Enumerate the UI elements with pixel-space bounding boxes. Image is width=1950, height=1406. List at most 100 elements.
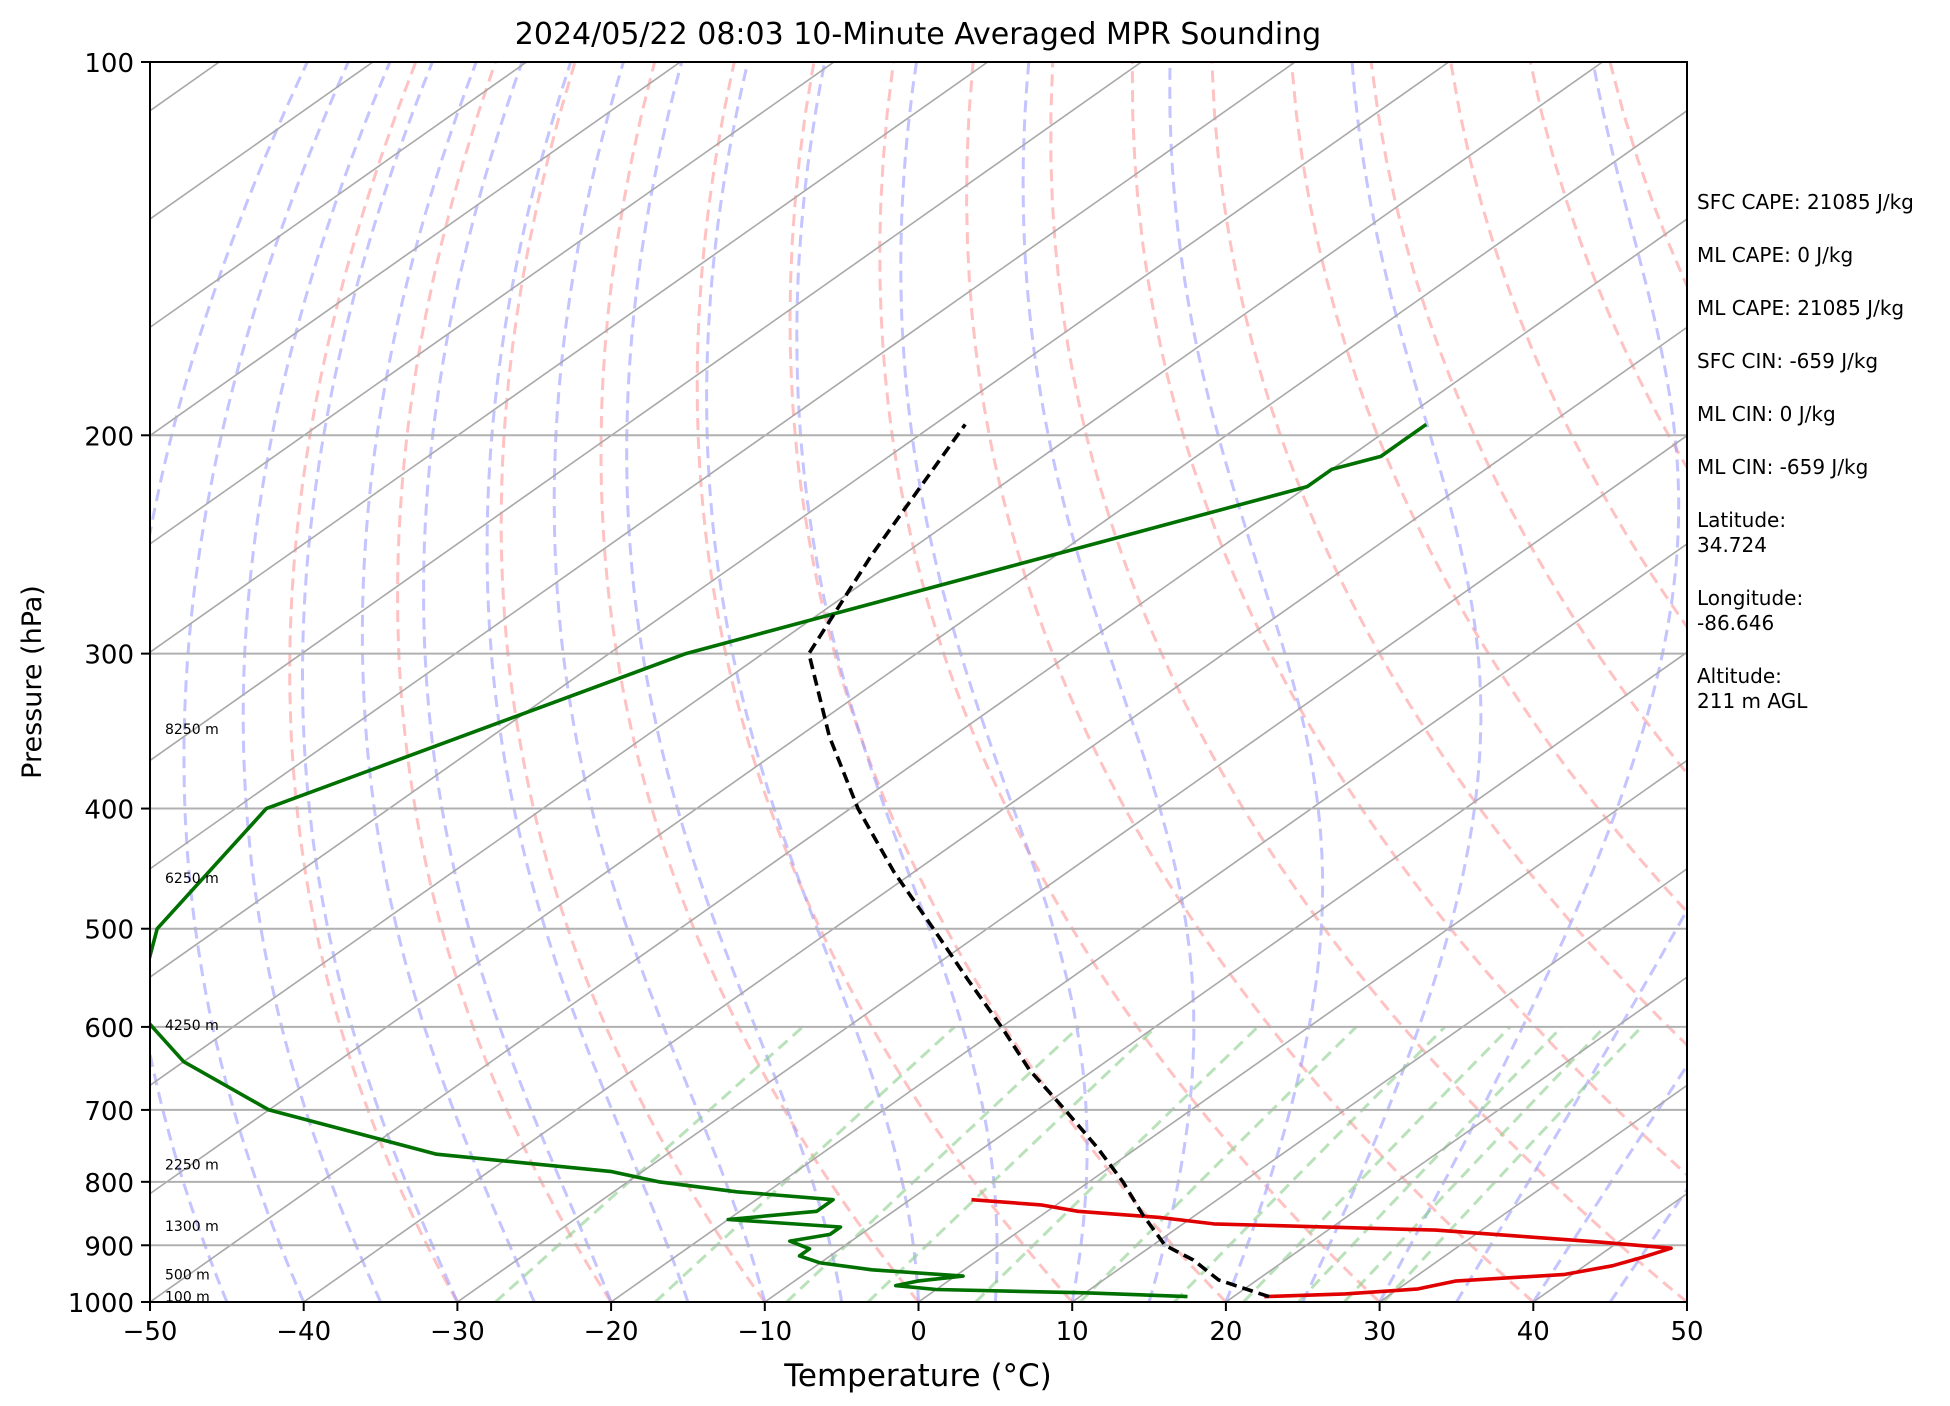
dry-adiabat-line bbox=[788, 62, 1227, 1302]
x-axis-ticks: −50 −40 −30 −20 −10 0 10 20 30 40 50 bbox=[123, 1302, 1704, 1347]
moist-adiabat-line bbox=[1301, 62, 1483, 1302]
ml-cape-text-2: ML CAPE: 21085 J/kg bbox=[1697, 296, 1905, 320]
background-reference-lines bbox=[150, 62, 1687, 1302]
isotherm-line bbox=[303, 326, 1687, 1302]
isotherm-line bbox=[1071, 867, 1687, 1302]
x-tick-label: −30 bbox=[430, 1317, 485, 1347]
x-tick-label: 50 bbox=[1670, 1317, 1703, 1347]
mixing-ratio-line bbox=[1173, 1025, 1446, 1302]
isotherm-line bbox=[150, 62, 1142, 762]
y-tick-label: 900 bbox=[84, 1232, 134, 1262]
moist-adiabat-line bbox=[182, 62, 350, 1302]
moist-adiabat-line bbox=[552, 62, 767, 1302]
moist-adiabat-line bbox=[625, 62, 844, 1302]
y-tick-label: 300 bbox=[84, 641, 134, 671]
sfc-cin-text: SFC CIN: -659 J/kg bbox=[1697, 349, 1879, 373]
dry-adiabat-line bbox=[396, 62, 613, 1302]
height-label: 6250 m bbox=[165, 871, 219, 887]
isotherm-line bbox=[764, 651, 1687, 1302]
moist-adiabat-line bbox=[705, 62, 920, 1302]
mixing-ratio-line bbox=[1343, 1025, 1606, 1302]
height-label: 8250 m bbox=[165, 722, 219, 738]
x-tick-label: 20 bbox=[1209, 1317, 1242, 1347]
isotherm-line bbox=[150, 62, 681, 437]
moist-adiabat-line bbox=[485, 62, 690, 1302]
parcel-profile-trace bbox=[807, 423, 1270, 1299]
isotherm-line bbox=[150, 62, 528, 329]
y-axis-label: Pressure (hPa) bbox=[17, 585, 48, 779]
y-tick-label: 400 bbox=[84, 796, 134, 826]
mixing-ratio-line bbox=[1079, 1025, 1358, 1302]
sounding-traces bbox=[150, 422, 1673, 1299]
dry-adiabat-line bbox=[878, 62, 1381, 1302]
y-tick-label: 700 bbox=[84, 1097, 134, 1127]
x-tick-label: −20 bbox=[584, 1317, 639, 1347]
dry-adiabat-line bbox=[288, 62, 459, 1302]
isotherm-line bbox=[150, 109, 1687, 1195]
x-tick-label: 10 bbox=[1056, 1317, 1089, 1347]
moist-adiabat-line bbox=[1608, 1187, 1687, 1302]
y-tick-label: 1000 bbox=[68, 1289, 134, 1319]
isotherm-line bbox=[150, 62, 1603, 1087]
isotherm-line bbox=[150, 62, 989, 654]
moist-adiabat-line bbox=[1021, 62, 1196, 1302]
x-tick-label: 30 bbox=[1363, 1317, 1396, 1347]
isotherm-line bbox=[150, 62, 835, 545]
moist-adiabat-line bbox=[1455, 907, 1687, 1302]
y-tick-label: 100 bbox=[84, 49, 134, 79]
moist-adiabat-line bbox=[150, 62, 309, 1302]
moist-adiabat-line bbox=[1378, 62, 1681, 1302]
ml-cin-text: ML CIN: 0 J/kg bbox=[1697, 402, 1836, 426]
sounding-parameters-panel: SFC CAPE: 21085 J/kg ML CAPE: 0 J/kg ML … bbox=[1697, 190, 1947, 742]
mixing-ratio-line bbox=[1297, 1025, 1563, 1302]
isotherm-line bbox=[610, 542, 1687, 1302]
mixing-ratio-line bbox=[785, 1025, 1081, 1302]
y-tick-label: 500 bbox=[84, 916, 134, 946]
chart-title: 2024/05/22 08:03 10-Minute Averaged MPR … bbox=[515, 17, 1321, 52]
y-tick-label: 200 bbox=[84, 422, 134, 452]
moist-adiabat-line bbox=[301, 62, 459, 1302]
isobar-grid bbox=[150, 61, 1687, 1303]
dry-adiabat-line bbox=[499, 62, 767, 1302]
isotherm-line bbox=[1379, 1084, 1687, 1302]
height-label: 4250 m bbox=[165, 1018, 219, 1034]
ml-cin-text-2: ML CIN: -659 J/kg bbox=[1697, 455, 1869, 479]
height-label: 100 m bbox=[165, 1290, 210, 1306]
latitude-text: Latitude: 34.724 bbox=[1697, 508, 1787, 557]
isotherm-line bbox=[150, 62, 1296, 870]
moist-adiabat-line bbox=[360, 62, 536, 1302]
height-annotations: 100 m 500 m 1300 m 2250 m 4250 m 6250 m 8250 m bbox=[165, 722, 219, 1306]
isotherm-line bbox=[456, 434, 1687, 1302]
dry-adiabat-line bbox=[965, 62, 1535, 1302]
dry-adiabat-line bbox=[599, 62, 920, 1302]
isotherm-line bbox=[150, 62, 1450, 979]
y-axis-ticks: 1000 900 800 700 600 500 400 300 200 100 bbox=[68, 49, 150, 1319]
temperature-trace bbox=[971, 1197, 1673, 1299]
sfc-cape-text: SFC CAPE: 21085 J/kg bbox=[1697, 190, 1914, 214]
height-label: 1300 m bbox=[165, 1219, 219, 1235]
moist-adiabat-line bbox=[1532, 1063, 1687, 1302]
y-tick-label: 800 bbox=[84, 1169, 134, 1199]
isotherm-line bbox=[918, 759, 1687, 1302]
longitude-text: Longitude: -86.646 bbox=[1697, 586, 1804, 635]
moist-adiabat-line bbox=[422, 62, 613, 1302]
x-tick-label: −50 bbox=[123, 1317, 178, 1347]
dry-adiabat-line bbox=[1130, 62, 1687, 1177]
dry-adiabat-line bbox=[1210, 62, 1687, 1048]
x-tick-label: 0 bbox=[910, 1317, 927, 1347]
dry-adiabat-line bbox=[1049, 62, 1687, 1302]
height-label: 500 m bbox=[165, 1267, 210, 1283]
dry-adiabat-line bbox=[695, 62, 1074, 1302]
altitude-text: Altitude: 211 m AGL bbox=[1697, 664, 1808, 713]
moist-adiabat-line bbox=[241, 62, 392, 1302]
ml-cape-text: ML CAPE: 0 J/kg bbox=[1697, 243, 1854, 267]
isotherm-line bbox=[1225, 976, 1687, 1302]
dewpoint-trace bbox=[150, 422, 1428, 1299]
isotherm-line bbox=[150, 218, 1687, 1302]
x-axis-label: Temperature (°C) bbox=[783, 1358, 1052, 1394]
x-tick-label: 40 bbox=[1517, 1317, 1550, 1347]
y-tick-label: 600 bbox=[84, 1014, 134, 1044]
x-tick-label: −40 bbox=[276, 1317, 331, 1347]
height-label: 2250 m bbox=[165, 1158, 219, 1174]
